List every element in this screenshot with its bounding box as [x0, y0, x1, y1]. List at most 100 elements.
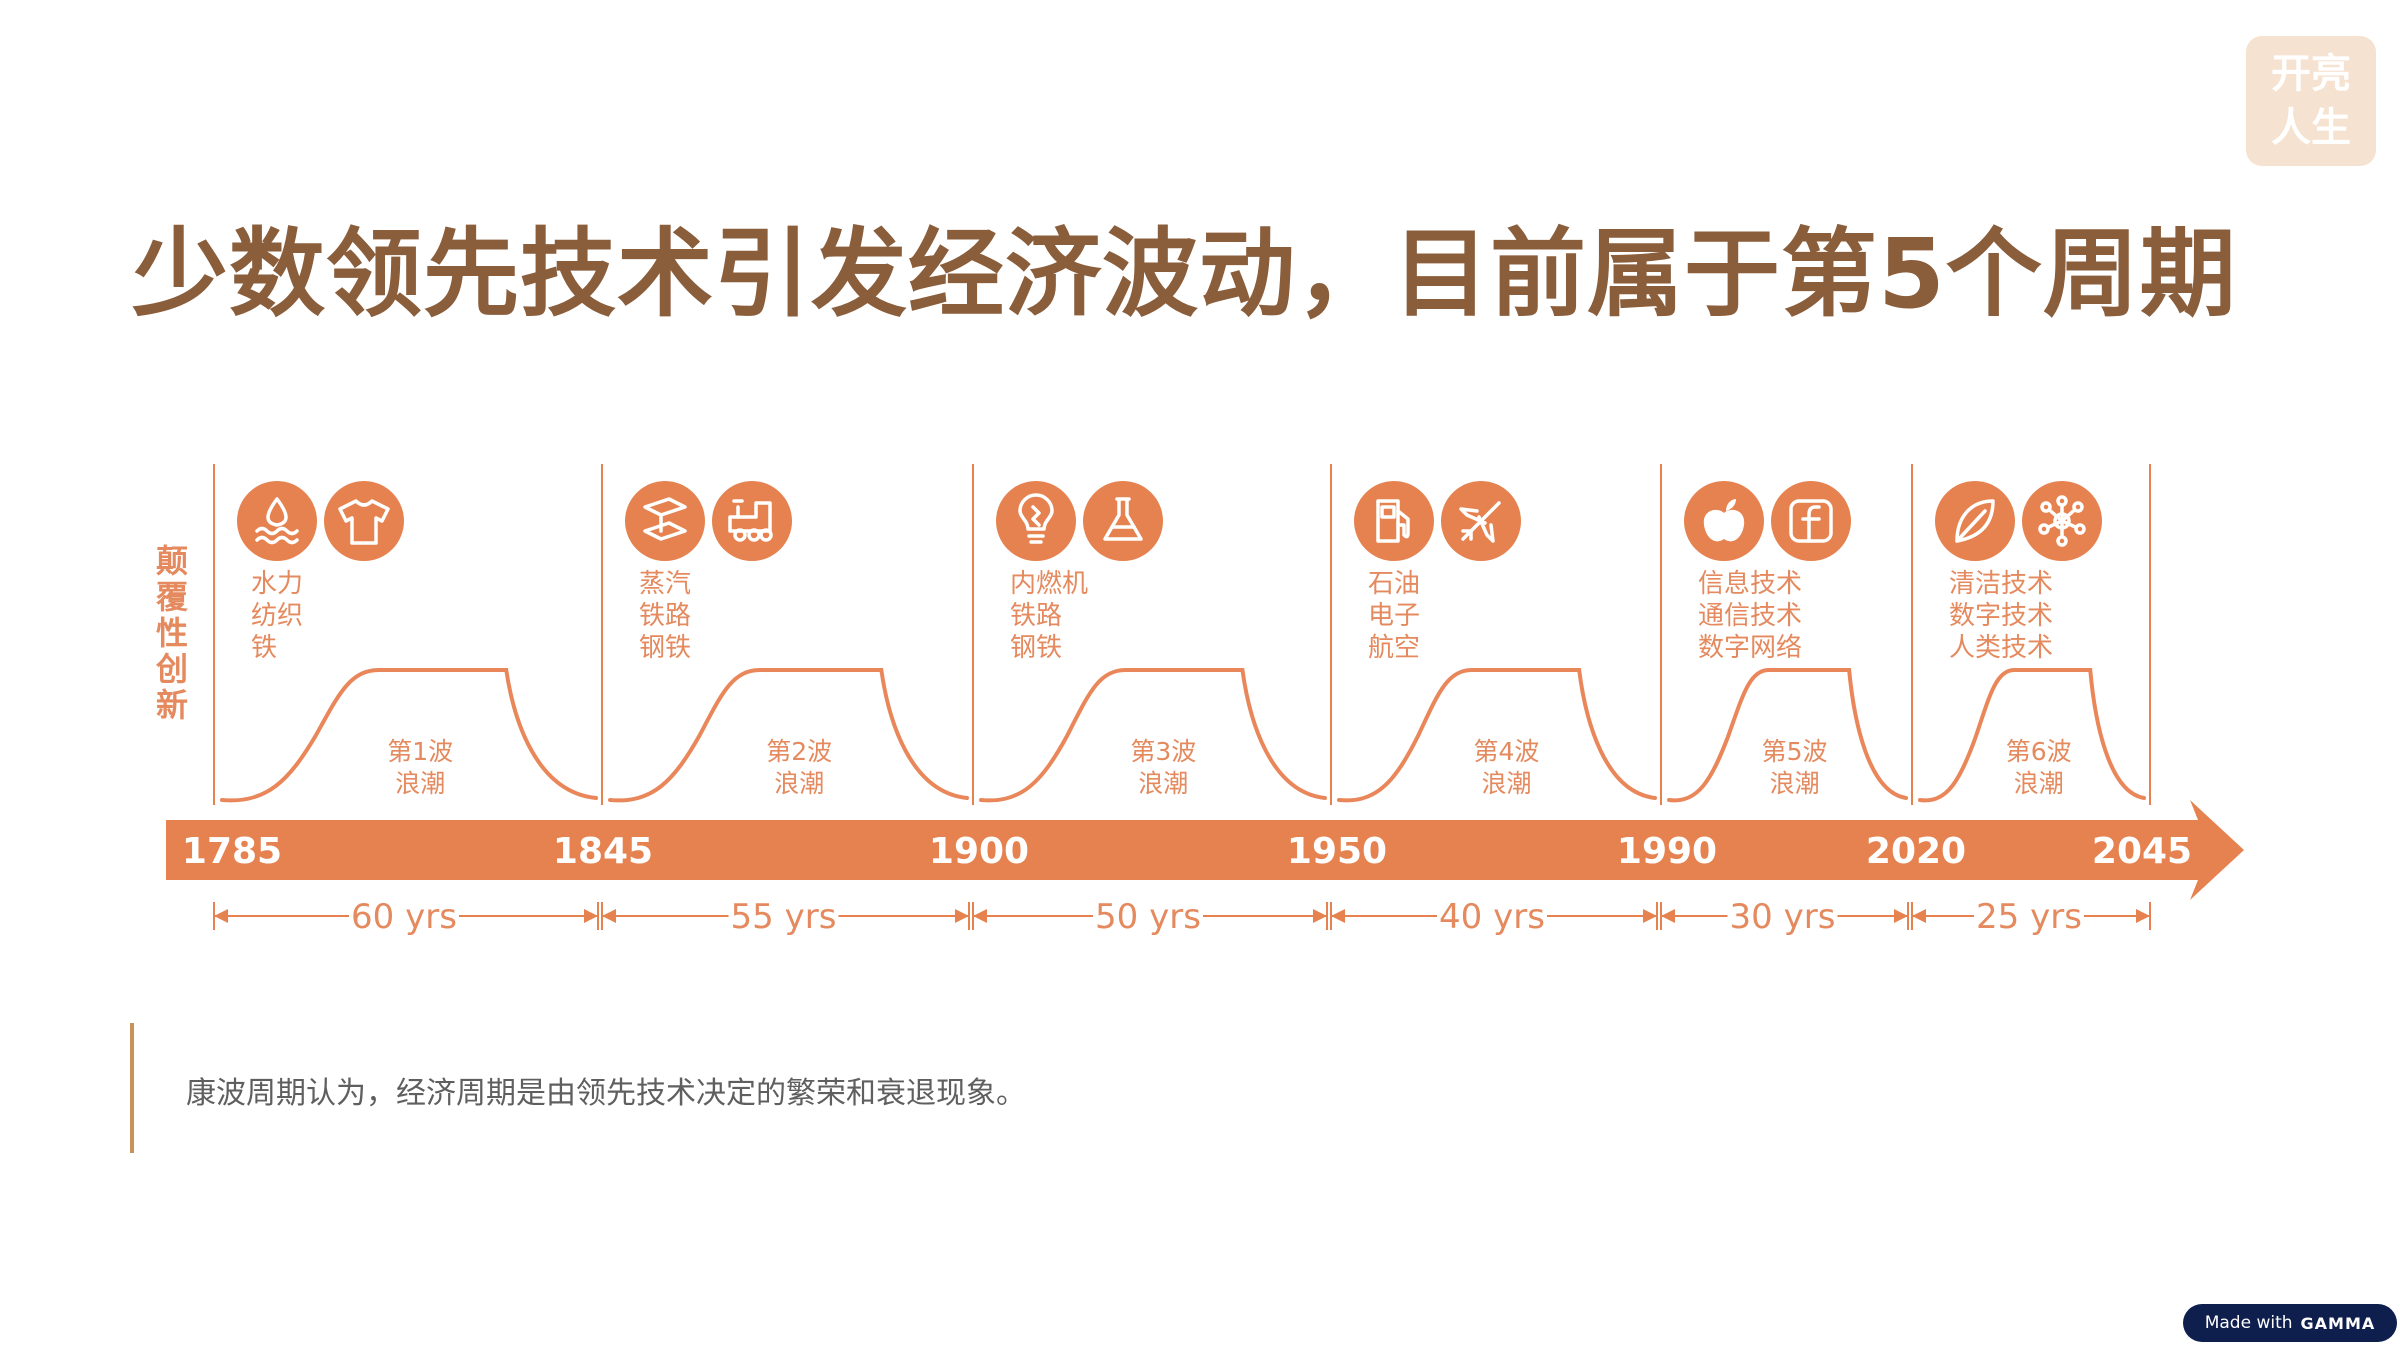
icon-glyph	[338, 499, 390, 545]
y-axis-label-char: 新	[156, 686, 188, 724]
wave-number-label: 第5波	[1762, 737, 1828, 766]
duration-dimension: 30 yrs	[1660, 897, 1909, 937]
technology-label: 数字网络	[1698, 633, 1802, 663]
technology-label: 水力	[251, 569, 303, 599]
logo-line-1: 开亮	[2271, 51, 2351, 97]
technology-label: 钢铁	[639, 633, 691, 663]
icon-glyph	[643, 513, 687, 541]
icon-glyph	[1801, 505, 1821, 543]
duration-arrowhead	[1912, 909, 1926, 923]
wave-tide-label: 浪潮	[1481, 769, 1531, 798]
wave-number-label: 第2波	[766, 737, 832, 766]
icon-glyph	[2072, 501, 2084, 513]
duration-arrowhead	[1331, 909, 1345, 923]
duration-arrowhead	[955, 909, 969, 923]
technology-label: 电子	[1368, 601, 1420, 631]
duration-arrowhead	[1643, 909, 1657, 923]
year-label: 1950	[1287, 831, 1387, 872]
wave-curve	[1667, 668, 1908, 803]
y-axis-label-char: 创	[155, 650, 188, 688]
icon-glyph	[1018, 493, 1054, 531]
icon-glyph	[2056, 535, 2068, 547]
icon-glyph	[1789, 499, 1833, 543]
page-title: 少数领先技术引发经济波动，目前属于第5个周期	[132, 218, 2237, 330]
technology-label: 铁	[251, 633, 277, 663]
technology-label: 数字技术	[1949, 601, 2053, 631]
duration-arrowhead	[1894, 909, 1908, 923]
duration-arrowhead	[602, 909, 616, 923]
icon-glyph	[732, 499, 744, 519]
icon-glyph	[1955, 499, 1995, 543]
technology-label: 铁路	[1010, 601, 1062, 631]
y-axis-label-char: 性	[156, 614, 188, 652]
duration-arrowhead	[1661, 909, 1675, 923]
technology-label: 纺织	[251, 601, 303, 631]
icon-glyph	[255, 526, 299, 536]
icon-circle	[625, 481, 705, 561]
y-axis-label-char: 颠	[156, 542, 188, 580]
icon-glyph	[255, 535, 299, 545]
duration-arrowhead	[214, 909, 228, 923]
icon-circle	[1771, 481, 1851, 561]
steel-beam-icon	[625, 481, 705, 561]
technology-label: 蒸汽	[639, 569, 691, 599]
duration-label: 60 yrs	[351, 897, 457, 937]
quote-accent-bar	[130, 1023, 134, 1153]
icon-glyph	[1396, 509, 1410, 539]
flask-icon	[1083, 481, 1163, 561]
technology-label: 清洁技术	[1949, 569, 2053, 599]
technology-label: 信息技术	[1698, 569, 1802, 599]
network-icon	[2022, 481, 2102, 561]
icon-glyph	[643, 497, 687, 517]
duration-label: 50 yrs	[1095, 897, 1201, 937]
icon-glyph	[733, 528, 747, 542]
duration-arrowhead	[1313, 909, 1327, 923]
gamma-brand: GAMMA	[2300, 1313, 2376, 1333]
icon-glyph	[747, 528, 761, 542]
made-with-gamma-badge[interactable]: Made with GAMMA	[2183, 1304, 2397, 1342]
icon-glyph	[2074, 523, 2086, 535]
icon-glyph	[2060, 519, 2077, 529]
icon-glyph	[266, 497, 288, 527]
wave-curve	[220, 668, 598, 803]
wave-tide-label: 浪潮	[774, 769, 824, 798]
icon-glyph	[1027, 505, 1045, 544]
brand-logo-badge: 开亮 人生	[2246, 36, 2376, 166]
icon-glyph	[1376, 499, 1400, 543]
duration-dimension: 50 yrs	[972, 897, 1328, 937]
technology-label: 石油	[1368, 569, 1420, 599]
facebook-icon	[1771, 481, 1851, 561]
duration-arrowhead	[2136, 909, 2150, 923]
duration-label: 40 yrs	[1439, 897, 1545, 937]
wave-tide-label: 浪潮	[1138, 769, 1188, 798]
icon-glyph	[2060, 509, 2075, 523]
wave-curve	[1337, 668, 1657, 803]
wave-tide-label: 浪潮	[1770, 769, 1820, 798]
duration-label: 30 yrs	[1730, 897, 1836, 937]
wave-number-label: 第3波	[1130, 737, 1196, 766]
icon-glyph	[2056, 495, 2068, 507]
water-drop-icon	[237, 481, 317, 561]
timeline-arrow	[166, 800, 2244, 900]
apple-icon	[1684, 481, 1764, 561]
leaf-icon	[1935, 481, 2015, 561]
duration-label: 25 yrs	[1976, 897, 2082, 937]
made-with-label: Made with	[2204, 1313, 2293, 1333]
duration-dimension: 60 yrs	[213, 897, 599, 937]
wave-number-label: 第6波	[2006, 737, 2072, 766]
duration-dimension: 55 yrs	[601, 897, 970, 937]
duration-dimension: 25 yrs	[1911, 897, 2151, 937]
icon-circle	[712, 481, 792, 561]
icon-glyph	[2049, 509, 2064, 523]
icon-circle	[1354, 481, 1434, 561]
t-shirt-icon	[324, 481, 404, 561]
wave-number-label: 第1波	[387, 737, 453, 766]
icon-glyph	[2047, 519, 2064, 529]
technology-label: 通信技术	[1698, 601, 1802, 631]
technology-label: 钢铁	[1010, 633, 1062, 663]
